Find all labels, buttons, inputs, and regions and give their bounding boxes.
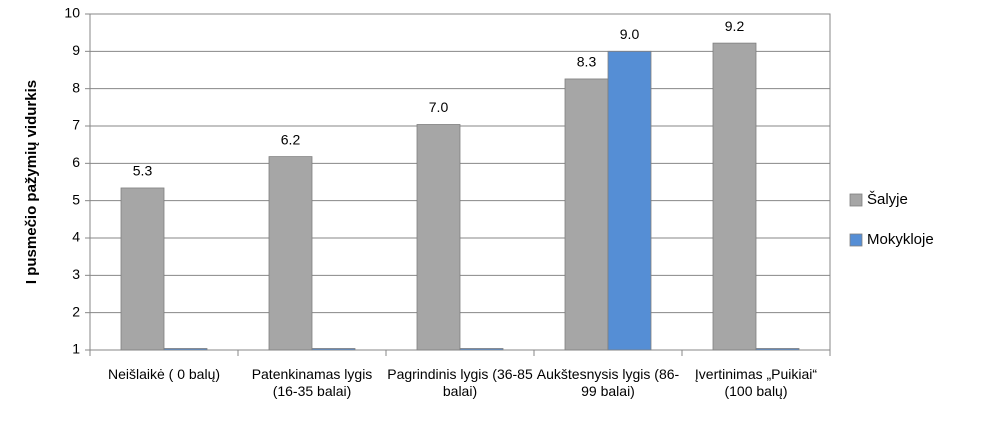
bar	[712, 42, 757, 351]
legend-label: Mokykloje	[867, 231, 934, 248]
data-label: 9.0	[620, 26, 640, 42]
y-tick-label: 1	[72, 341, 80, 357]
bar	[268, 156, 313, 351]
legend-swatch	[849, 193, 863, 207]
bar	[607, 50, 652, 351]
x-tick-label: Įvertinimas „Puikiai“ (100 balų)	[694, 366, 818, 399]
bar	[416, 124, 461, 351]
bar	[163, 348, 208, 351]
data-label: 5.3	[133, 163, 153, 179]
data-label: 7.0	[429, 99, 449, 115]
x-tick-label: Pagrindinis lygis (36-85 balai)	[387, 366, 533, 399]
bar	[564, 78, 609, 351]
y-tick-label: 8	[72, 79, 80, 95]
bar	[120, 187, 165, 351]
y-tick-label: 4	[72, 229, 80, 245]
y-tick-label: 7	[72, 117, 80, 133]
legend-swatch	[849, 233, 863, 247]
y-tick-label: 5	[72, 191, 80, 207]
y-axis-label: I pusmečio pažymių vidurkis	[23, 80, 40, 284]
y-tick-label: 3	[72, 266, 80, 282]
y-tick-label: 9	[72, 42, 80, 58]
x-tick-label: Patenkinamas lygis (16-35 balai)	[251, 366, 373, 399]
bar	[755, 348, 800, 351]
x-tick-label: Aukštesnysis lygis (86-99 balai)	[536, 366, 680, 399]
y-tick-label: 6	[72, 154, 80, 170]
bar	[459, 348, 504, 351]
y-tick-label: 10	[64, 5, 80, 21]
data-label: 9.2	[725, 18, 745, 34]
data-label: 6.2	[281, 131, 301, 147]
legend-label: Šalyje	[867, 191, 908, 208]
y-tick-label: 2	[72, 303, 80, 319]
x-tick-label: Neišlaikė ( 0 balų)	[107, 366, 221, 382]
bar	[311, 348, 356, 351]
data-label: 8.3	[577, 54, 597, 70]
